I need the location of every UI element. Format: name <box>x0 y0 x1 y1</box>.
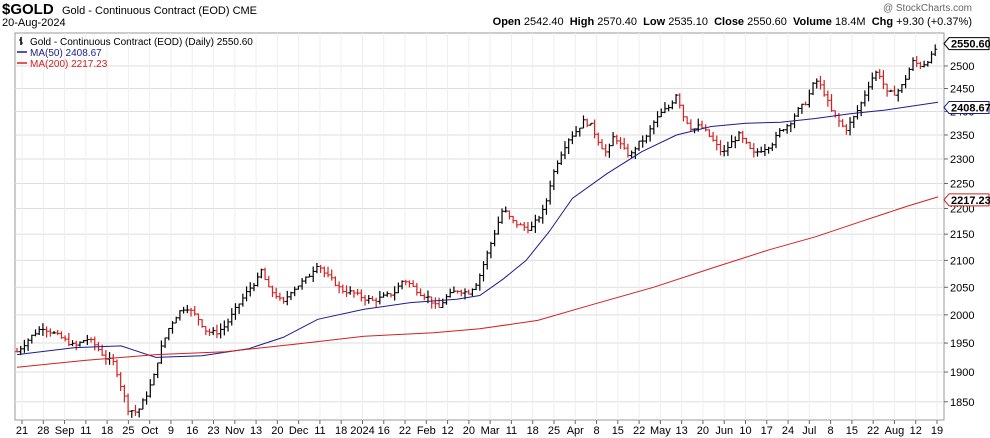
x-tick-label: 11 <box>314 425 325 437</box>
price-bars <box>15 44 938 418</box>
x-tick-label: Nov <box>225 425 245 437</box>
y-tick-label: 2100 <box>950 255 974 267</box>
open-value: 2542.40 <box>523 16 564 28</box>
chart-date: 20-Aug-2024 <box>2 17 66 29</box>
plot-area <box>14 32 945 421</box>
x-tick-label: 15 <box>612 425 624 437</box>
y-tick-label: 1950 <box>950 338 974 350</box>
x-tick-label: Aug <box>885 425 905 437</box>
x-tick-label: 18 <box>101 425 113 437</box>
close-value: 2550.60 <box>747 16 787 28</box>
x-tick-label: 28 <box>37 425 49 437</box>
x-tick-label: 23 <box>207 425 219 437</box>
x-tick-label: 19 <box>931 425 943 437</box>
legend-label: MA(50) 2408.67 <box>30 48 102 59</box>
ma50-line <box>16 101 939 358</box>
y-tick-label: 2150 <box>950 229 974 241</box>
y-tick-label: 2300 <box>950 154 974 166</box>
open-label: Open <box>492 16 521 28</box>
x-tick-label: Jul <box>802 425 816 437</box>
legend-label: Gold - Continuous Contract (EOD) (Daily)… <box>30 37 253 48</box>
x-tick-label: 16 <box>186 425 198 437</box>
x-tick-label: 2024 <box>350 425 374 437</box>
x-tick-label: Feb <box>417 425 436 437</box>
x-tick-label: 8 <box>593 425 599 437</box>
x-tick-label: 20 <box>271 425 283 437</box>
x-tick-label: 24 <box>782 425 794 437</box>
last-value-text: 2408.67 <box>951 102 990 114</box>
x-tick-label: 13 <box>676 425 688 437</box>
ma200-line <box>16 196 939 368</box>
x-tick-label: Jun <box>715 425 733 437</box>
last-value-box <box>943 37 990 51</box>
x-tick-label: 22 <box>633 425 645 437</box>
watermark: @ StockCharts.com <box>882 3 972 14</box>
x-tick-label: 25 <box>548 425 560 437</box>
x-tick-label: 8 <box>828 425 834 437</box>
x-tick-label: 20 <box>697 425 709 437</box>
x-tick-label: 15 <box>846 425 858 437</box>
volume-value: 18.4M <box>835 16 866 28</box>
volume-label: Volume <box>793 16 832 28</box>
low-value: 2535.10 <box>668 16 708 28</box>
y-tick-label: 2050 <box>950 282 974 294</box>
y-tick-label: 2350 <box>950 130 974 142</box>
x-tick-label: 22 <box>399 425 411 437</box>
x-tick-label: 17 <box>761 425 773 437</box>
last-value-box <box>943 100 990 114</box>
low-label: Low <box>643 16 666 28</box>
last-value-label: 2408.67 <box>943 100 990 114</box>
x-tick-label: Sep <box>55 425 75 437</box>
x-tick-label: Dec <box>289 425 309 437</box>
x-tick-label: 13 <box>250 425 262 437</box>
x-tick-label: 18 <box>527 425 539 437</box>
exchange: CME <box>232 5 258 17</box>
x-tick-label: Oct <box>141 425 158 437</box>
x-tick-label: 9 <box>168 425 174 437</box>
y-tick-label: 2200 <box>950 204 974 216</box>
ohlc-summary: Open 2542.40 High 2570.40 Low 2535.10 Cl… <box>493 16 972 28</box>
x-tick-label: 11 <box>506 425 517 437</box>
chg-label: Chg <box>871 16 894 28</box>
y-tick-label: 2000 <box>950 310 974 322</box>
chg-value: +9.30 (+0.37%) <box>896 16 972 28</box>
y-tick-label: 2250 <box>950 178 974 190</box>
high-value: 2570.40 <box>597 16 638 28</box>
chart-header: $GOLD Gold - Continuous Contract (EOD) C… <box>0 0 990 33</box>
last-value-label: 2550.60 <box>943 37 990 51</box>
contract-title: Gold - Continuous Contract (EOD) <box>62 5 230 17</box>
y-tick-label: 2450 <box>950 83 974 95</box>
last-value-label: 2217.23 <box>943 193 990 207</box>
x-tick-label: May <box>650 425 671 437</box>
x-tick-label: Mar <box>481 425 500 437</box>
x-tick-label: 18 <box>335 425 347 437</box>
symbol[interactable]: $GOLD <box>2 1 54 18</box>
y-tick-label: 2500 <box>950 61 974 73</box>
x-tick-label: 12 <box>910 425 922 437</box>
y-tick-label: 1850 <box>950 397 974 409</box>
last-value-text: 2550.60 <box>951 39 990 51</box>
legend-label: MA(200) 2217.23 <box>30 59 108 70</box>
x-tick-label: 10 <box>739 425 751 437</box>
last-value-text: 2217.23 <box>951 195 990 207</box>
x-tick-label: 21 <box>16 425 28 437</box>
y-tick-label: 1900 <box>950 367 974 379</box>
x-tick-label: 12 <box>441 425 453 437</box>
chart-legend: Gold - Continuous Contract (EOD) (Daily)… <box>17 37 253 70</box>
contract-name: Gold - Continuous Contract (EOD) CME <box>62 5 257 17</box>
x-tick-label: Apr <box>567 425 584 437</box>
x-tick-label: 16 <box>378 425 390 437</box>
high-label: High <box>569 16 595 28</box>
x-tick-label: 11 <box>80 425 91 437</box>
last-value-box <box>943 193 990 207</box>
x-tick-label: 25 <box>122 425 134 437</box>
close-label: Close <box>714 16 745 28</box>
x-tick-label: 20 <box>463 425 475 437</box>
x-tick-label: 22 <box>867 425 879 437</box>
